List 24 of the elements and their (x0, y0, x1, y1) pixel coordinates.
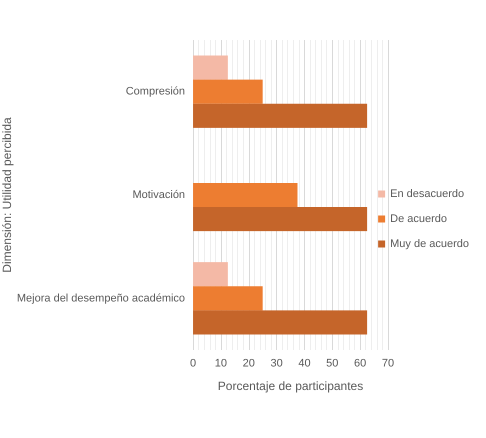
x-tick-label: 0 (190, 358, 196, 370)
bar (193, 56, 228, 80)
x-tick-label: 50 (326, 358, 338, 370)
bar (193, 262, 228, 286)
legend-label: Muy de acuerdo (390, 238, 470, 250)
bar (193, 310, 368, 334)
y-tick-label: Mejora del desempeño académico (16, 292, 186, 304)
bar (193, 207, 368, 232)
x-tick-label: 40 (298, 358, 311, 370)
x-tick-label: 20 (242, 358, 255, 370)
x-axis-title: Porcentaje de participantes (218, 379, 364, 393)
x-tick-label: 70 (382, 358, 394, 370)
legend-label: En desacuerdo (390, 188, 464, 200)
bar (193, 182, 298, 208)
bar (193, 104, 368, 128)
y-tick-label: Motivación (132, 189, 186, 201)
y-axis-title: Dimensión: Utilidad percibida (0, 116, 14, 273)
legend-label: De acuerdo (390, 213, 447, 225)
bar (193, 80, 263, 104)
y-tick-label: Compresión (126, 86, 186, 98)
x-tick-label: 30 (270, 358, 283, 370)
x-tick-label: 60 (354, 358, 366, 370)
bar (193, 286, 263, 310)
x-tick-label: 10 (214, 358, 228, 370)
